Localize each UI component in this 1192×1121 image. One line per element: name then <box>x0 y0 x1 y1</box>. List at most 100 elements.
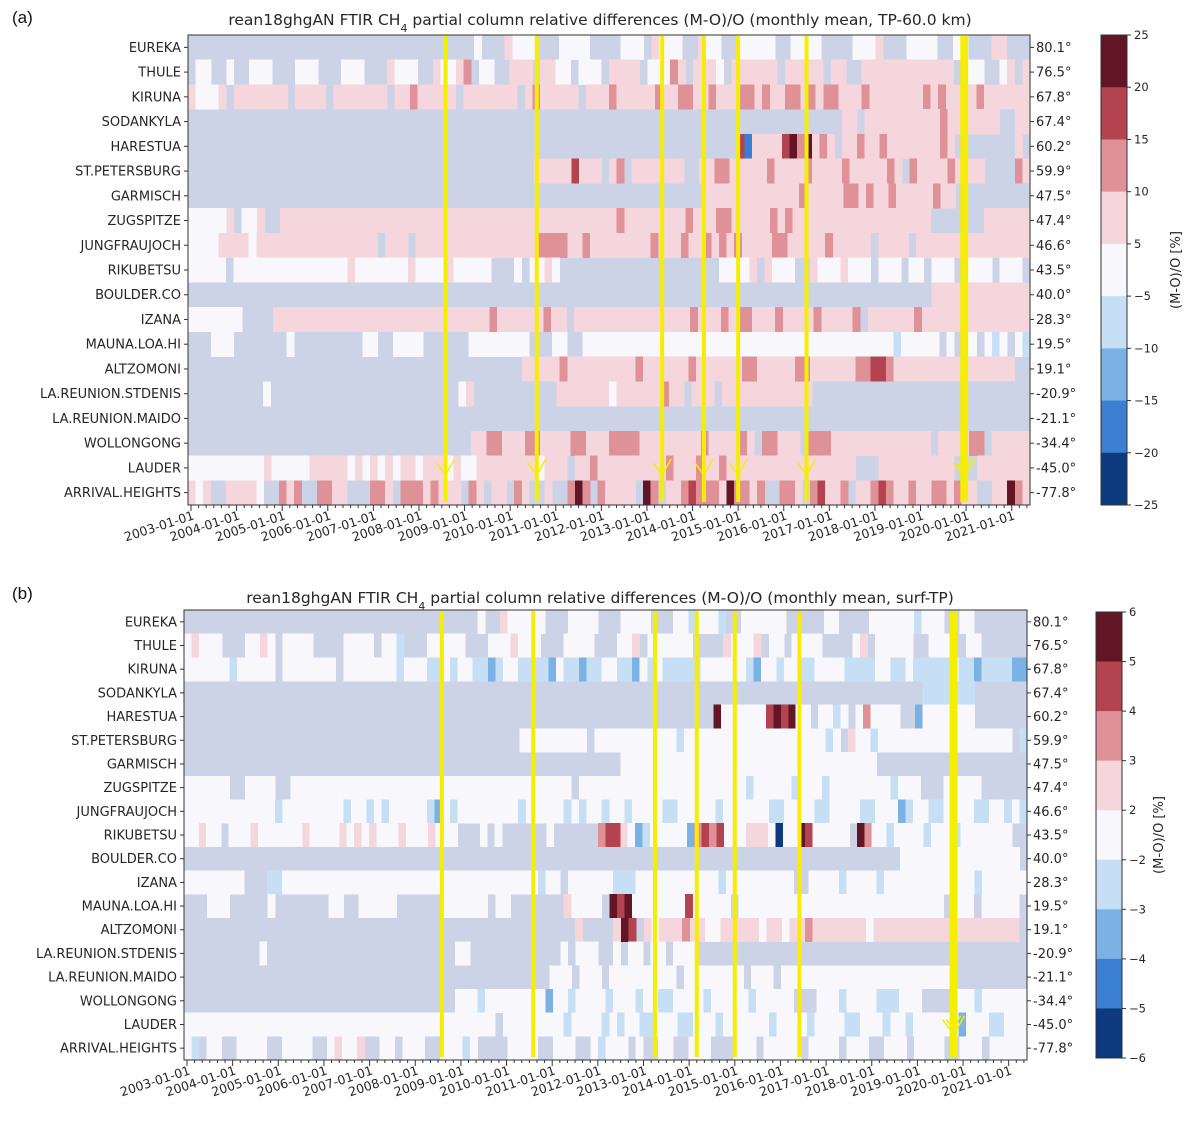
heatmap-cell <box>723 633 732 658</box>
station-label: MAUNA.LOA.HI <box>82 900 177 915</box>
heatmap-cell <box>571 894 602 919</box>
heatmap-cell <box>423 480 432 506</box>
heatmap-cell <box>567 232 583 258</box>
latitude-label: 47.5° <box>1036 189 1071 204</box>
colorbar-segment <box>1096 760 1122 811</box>
heatmap-cell <box>639 657 648 682</box>
heatmap-cell <box>739 84 755 110</box>
latitude-label: 28.3° <box>1036 313 1071 328</box>
colorbar-segment <box>1101 35 1127 88</box>
heatmap-cell <box>974 870 983 895</box>
heatmap-cell <box>676 728 685 753</box>
heatmap-cell <box>930 823 954 848</box>
heatmap-cell <box>710 988 749 1013</box>
heatmap-cell <box>947 109 1001 135</box>
heatmap-cell <box>748 988 757 1013</box>
colorbar-tick-label: 6 <box>1129 605 1136 619</box>
latitude-label: 80.1° <box>1036 41 1071 56</box>
heatmap-cell <box>635 1036 644 1061</box>
heatmap-cell <box>590 1036 599 1061</box>
heatmap-cell <box>810 356 856 382</box>
heatmap-cell <box>855 356 871 382</box>
heatmap-cell <box>279 480 287 506</box>
latitude-label: 46.6° <box>1033 805 1068 820</box>
heatmap-cell <box>714 158 730 184</box>
heatmap-cell <box>628 917 637 942</box>
heatmap-cell <box>749 257 758 283</box>
heatmap-cell <box>632 633 640 658</box>
heatmap-cell <box>282 799 344 824</box>
heatmap-cell <box>552 257 560 283</box>
heatmap-cell <box>650 480 659 506</box>
heatmap-cell <box>574 480 583 506</box>
heatmap-cell <box>859 1012 883 1037</box>
heatmap-cell <box>823 610 840 634</box>
heatmap-cell <box>838 870 847 895</box>
heatmap-cell <box>852 307 861 333</box>
heatmap-cell <box>184 633 192 658</box>
heatmap-cell <box>897 775 921 800</box>
heatmap-cell <box>495 894 511 919</box>
colorbar-segment <box>1096 661 1122 712</box>
heatmap-cell <box>415 257 447 283</box>
heatmap-cell <box>635 356 644 382</box>
latitude-label: 60.2° <box>1033 710 1068 725</box>
colorbar: 6 5 4 3 2 −2 −3 −4 −5 −6 (M-O)/O [%] <box>1095 605 1167 1065</box>
heatmap-cell <box>487 633 511 658</box>
heatmap-cell <box>415 232 538 258</box>
heatmap-cell <box>989 1036 1028 1061</box>
heatmap-cell <box>791 775 800 800</box>
heatmap-cell <box>609 84 617 110</box>
heatmap-cell <box>563 799 572 824</box>
heatmap-cell <box>396 633 405 658</box>
heatmap-cell <box>846 870 877 895</box>
heatmap-cell <box>746 775 754 800</box>
heatmap-cell <box>984 208 1031 234</box>
heatmap-cell <box>842 158 850 184</box>
heatmap-cell <box>601 1012 610 1037</box>
heatmap-cell <box>939 133 948 159</box>
heatmap-cell <box>873 917 1020 942</box>
heatmap-cell <box>725 870 794 895</box>
station-label: JUNGFRAUJOCH <box>76 805 177 820</box>
heatmap-cell <box>567 356 636 382</box>
colorbar-tick-label: −10 <box>1134 341 1158 355</box>
heatmap-cell <box>1019 728 1028 753</box>
heatmap-cell <box>328 894 344 919</box>
heatmap-cell <box>188 480 196 506</box>
latitude-label: -45.0° <box>1033 1018 1073 1033</box>
heatmap-cell <box>632 894 686 919</box>
heatmap-cell <box>540 59 556 85</box>
heatmap-cell <box>244 775 276 800</box>
heatmap-cell <box>677 84 694 110</box>
heatmap-cell <box>295 59 319 85</box>
heatmap-cell <box>477 988 486 1013</box>
heatmap-cell <box>789 917 806 942</box>
heatmap-cell <box>609 430 640 456</box>
colorbar-segment <box>1101 296 1127 349</box>
heatmap-cell <box>673 988 704 1013</box>
heatmap-cell <box>206 823 222 848</box>
heatmap-cell <box>782 307 815 333</box>
heatmap-cell <box>1007 59 1015 85</box>
heatmap-cell <box>709 823 717 848</box>
event-marker-arrow <box>527 458 547 477</box>
station-label: ALTZOMONI <box>105 362 181 377</box>
heatmap-cell <box>647 633 694 658</box>
heatmap-cell <box>435 823 458 848</box>
heatmap-cell <box>825 728 834 753</box>
heatmap-cell <box>736 133 745 159</box>
heatmap-cell <box>782 823 799 848</box>
heatmap-cell <box>476 480 485 506</box>
heatmap-cell <box>856 823 865 848</box>
heatmap-cell <box>263 381 271 407</box>
heatmap-cell <box>859 633 868 658</box>
colorbar-tick-label: −20 <box>1134 446 1158 460</box>
heatmap-cell <box>327 1036 335 1061</box>
colorbar-tick-label: 5 <box>1129 655 1136 669</box>
heatmap-cell <box>726 455 856 481</box>
heatmap-cell <box>468 331 530 357</box>
latitude-label: 67.4° <box>1033 686 1068 701</box>
heatmap-cell <box>343 657 397 682</box>
heatmap-cell <box>590 232 652 258</box>
